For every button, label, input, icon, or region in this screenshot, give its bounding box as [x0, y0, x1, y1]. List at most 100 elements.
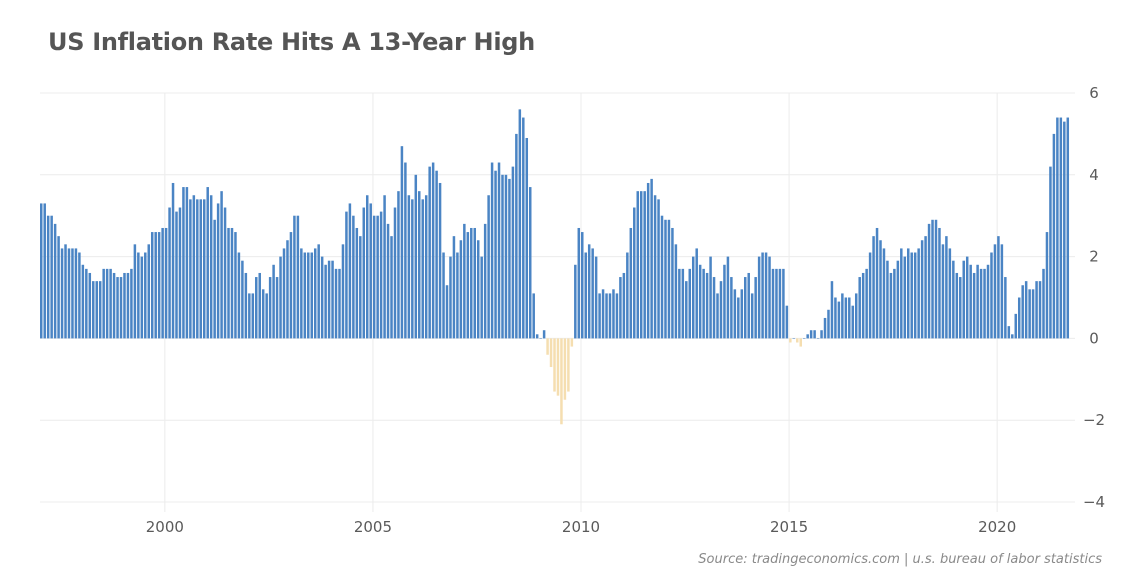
bar [577, 227, 581, 339]
bar [355, 227, 359, 339]
bar [702, 268, 705, 339]
bar [133, 244, 137, 339]
bar [338, 268, 341, 339]
bar [88, 272, 92, 339]
bar [643, 191, 646, 339]
bar [168, 207, 171, 339]
bar [941, 244, 945, 339]
bar [192, 195, 196, 339]
bar [723, 264, 726, 339]
bar [307, 252, 310, 339]
bar [740, 289, 744, 339]
bar [282, 248, 286, 339]
bar [352, 215, 355, 339]
bar [789, 338, 792, 343]
bar [861, 272, 865, 339]
bar [698, 264, 702, 339]
bar [681, 268, 685, 339]
bar [261, 289, 265, 339]
bar [1052, 133, 1056, 339]
y-tick-label: 6 [1089, 84, 1099, 102]
y-tick-label: 0 [1089, 329, 1099, 347]
bar [854, 293, 858, 339]
bar [976, 264, 979, 339]
bar [636, 191, 639, 339]
bar [241, 260, 244, 339]
bar [216, 203, 220, 339]
bar [948, 248, 952, 339]
bar [74, 248, 78, 339]
bar [227, 227, 230, 339]
bar [969, 264, 972, 339]
bar [320, 256, 324, 339]
bar [584, 252, 587, 339]
bar [154, 232, 157, 339]
bar [81, 264, 85, 339]
bar [50, 215, 53, 339]
bar [830, 281, 834, 339]
bar [57, 236, 60, 339]
bar [660, 215, 664, 339]
bar [865, 268, 868, 339]
bar [955, 272, 959, 339]
bar [473, 227, 476, 339]
bar [587, 244, 591, 339]
bar [144, 252, 147, 339]
bar [691, 256, 695, 339]
bar [1007, 326, 1011, 339]
bar [116, 277, 119, 339]
bar [327, 260, 331, 339]
bar [695, 248, 698, 339]
bar [508, 178, 511, 339]
bar [404, 162, 407, 339]
bar [709, 256, 712, 339]
bar [92, 281, 95, 339]
bar [581, 232, 584, 339]
bar [712, 277, 716, 339]
bar [383, 195, 386, 339]
bar [53, 223, 57, 339]
bar [112, 272, 116, 339]
bar [639, 191, 643, 339]
bar [834, 297, 837, 339]
bar [223, 207, 227, 339]
bar [816, 338, 820, 339]
bar [959, 277, 962, 339]
bar [275, 277, 279, 339]
bar [570, 338, 574, 347]
bar [518, 109, 522, 339]
bar [237, 252, 241, 339]
bar [924, 236, 927, 339]
bar [1066, 117, 1070, 339]
bar [78, 252, 81, 339]
x-tick-label: 2010 [562, 518, 600, 536]
bar [778, 268, 782, 339]
bar [147, 244, 151, 339]
bar [900, 248, 903, 339]
bar [64, 244, 67, 339]
x-tick-label: 2005 [354, 518, 392, 536]
bar [178, 207, 182, 339]
bar [726, 256, 730, 339]
bar [1000, 244, 1004, 339]
y-tick-label: 4 [1089, 166, 1099, 184]
bar [674, 244, 678, 339]
bar [1021, 285, 1024, 339]
bar [965, 256, 969, 339]
bar [844, 297, 848, 339]
bar [255, 277, 258, 339]
bar [993, 244, 997, 339]
bar [886, 260, 889, 339]
bar [539, 338, 542, 339]
bar [213, 219, 216, 339]
bar [407, 195, 411, 339]
bar [470, 227, 473, 339]
bar [813, 330, 816, 339]
bar [1031, 289, 1035, 339]
bar [98, 281, 102, 339]
bar [393, 207, 397, 339]
bar [945, 236, 948, 339]
bar [872, 236, 875, 339]
bar [109, 268, 112, 339]
